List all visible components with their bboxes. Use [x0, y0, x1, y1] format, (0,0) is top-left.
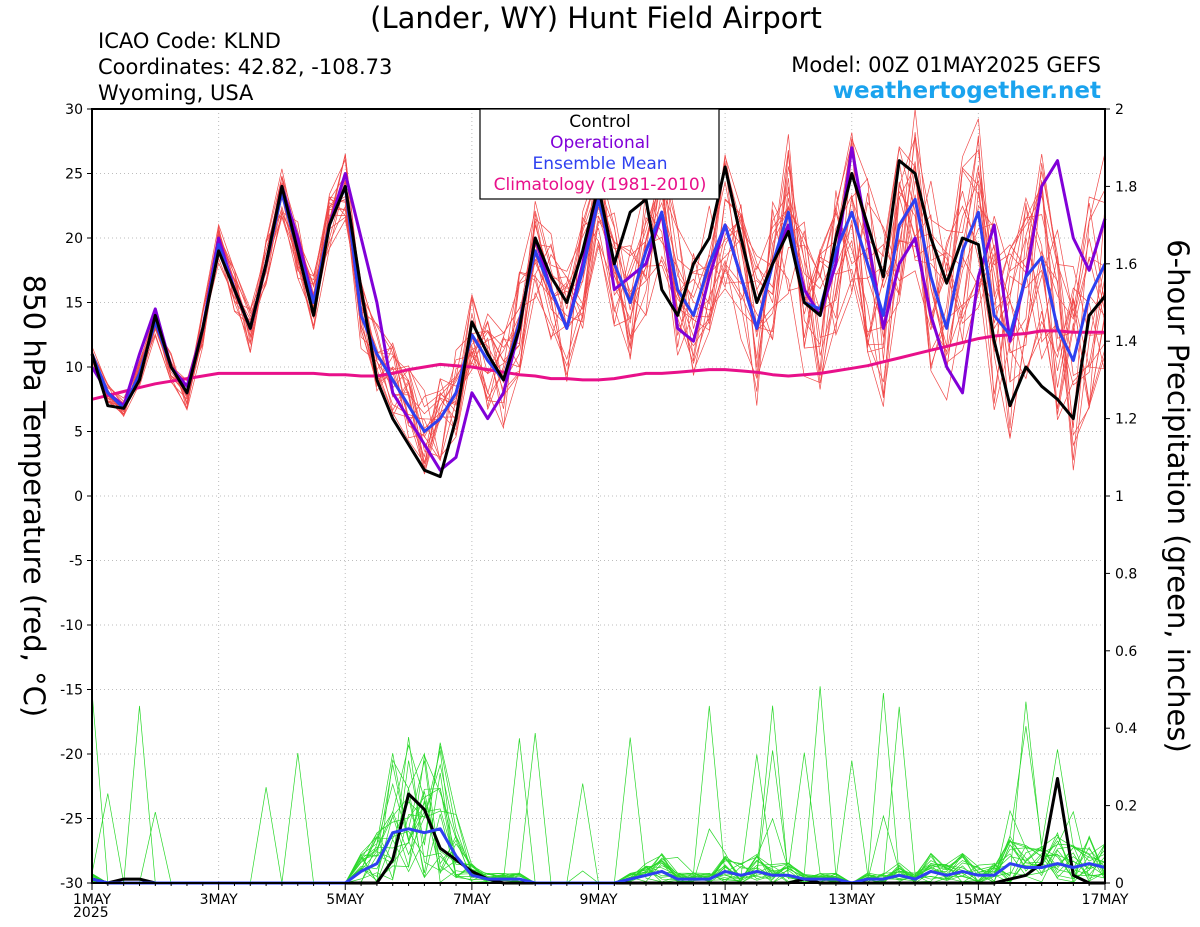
legend-control: Control: [569, 112, 630, 132]
legend-box: Control Operational Ensemble Mean Climat…: [479, 108, 720, 200]
y-left-tick-label: -10: [60, 618, 83, 634]
x-year-label: 2025: [73, 905, 109, 921]
x-tick-label: 9MAY: [579, 892, 617, 908]
y-left-tick-label: 10: [65, 360, 83, 376]
y-left-tick-label: -20: [60, 747, 83, 763]
model-run: Model: 00Z 01MAY2025 GEFS: [791, 53, 1101, 77]
y-right-tick-label: 1.8: [1115, 179, 1137, 195]
y-left-tick-label: -25: [60, 812, 83, 828]
y-right-tick-label: 1.2: [1115, 412, 1137, 428]
x-tick-label: 13MAY: [828, 892, 875, 908]
y-left-tick-label: 30: [65, 102, 83, 118]
y-right-tick-label: 0.8: [1115, 566, 1137, 582]
grid-lines: [92, 109, 1105, 883]
left-axis-ticks: 30 25 20 15 10 5 0 -5 -10 -15 -20 -25 -30: [60, 102, 92, 892]
y-right-tick-label: 1.4: [1115, 334, 1137, 350]
x-tick-label: 3MAY: [200, 892, 238, 908]
y-right-tick-label: 2: [1115, 102, 1124, 118]
right-axis-ticks: 2 1.8 1.6 1.4 1.2 1 0.8 0.6 0.4 0.2 0: [1105, 102, 1137, 892]
x-tick-label: 17MAY: [1082, 892, 1129, 908]
left-axis-label: 850 hPa Temperature (red, °C): [17, 275, 51, 717]
x-tick-label: 15MAY: [955, 892, 1002, 908]
y-left-tick-label: 15: [65, 296, 83, 312]
y-left-tick-label: 0: [74, 489, 83, 505]
y-left-tick-label: 20: [65, 231, 83, 247]
y-left-tick-label: 25: [65, 167, 83, 183]
icao-code: ICAO Code: KLND: [98, 29, 281, 53]
y-right-tick-label: 0.2: [1115, 799, 1137, 815]
region: Wyoming, USA: [98, 81, 254, 105]
y-left-tick-label: 5: [74, 425, 83, 441]
right-axis-label: 6-hour Precipitation (green, inches): [1161, 239, 1195, 753]
temp-member-line: [91, 137, 1106, 470]
legend-operational: Operational: [550, 133, 650, 153]
y-right-tick-label: 1: [1115, 489, 1124, 505]
coordinates: Coordinates: 42.82, -108.73: [98, 55, 392, 79]
y-left-tick-label: -30: [60, 876, 83, 892]
x-axis-ticks: 1MAY 3MAY 5MAY 7MAY 9MAY 11MAY 13MAY 15MAY 17MAY: [73, 883, 1129, 908]
legend-ensemble-mean: Ensemble Mean: [532, 154, 667, 174]
x-tick-label: 1MAY: [73, 892, 111, 908]
y-right-tick-label: 0.6: [1115, 644, 1137, 660]
temp-climatology-1981-2010-line: [91, 329, 1105, 401]
y-left-tick-label: -5: [69, 554, 83, 570]
y-left-tick-label: -15: [60, 683, 83, 699]
y-right-tick-label: 0: [1115, 876, 1124, 892]
chart-title: (Lander, WY) Hunt Field Airport: [370, 1, 822, 35]
site-link[interactable]: weathertogether.net: [833, 78, 1101, 104]
x-tick-label: 7MAY: [453, 892, 491, 908]
temp-member-line: [91, 148, 1106, 468]
legend-climatology: Climatology (1981-2010): [494, 175, 707, 195]
y-right-tick-label: 0.4: [1115, 721, 1137, 737]
x-tick-label: 11MAY: [702, 892, 749, 908]
x-tick-label: 5MAY: [326, 892, 364, 908]
y-right-tick-label: 1.6: [1115, 257, 1137, 273]
legend-frame: [479, 108, 720, 200]
